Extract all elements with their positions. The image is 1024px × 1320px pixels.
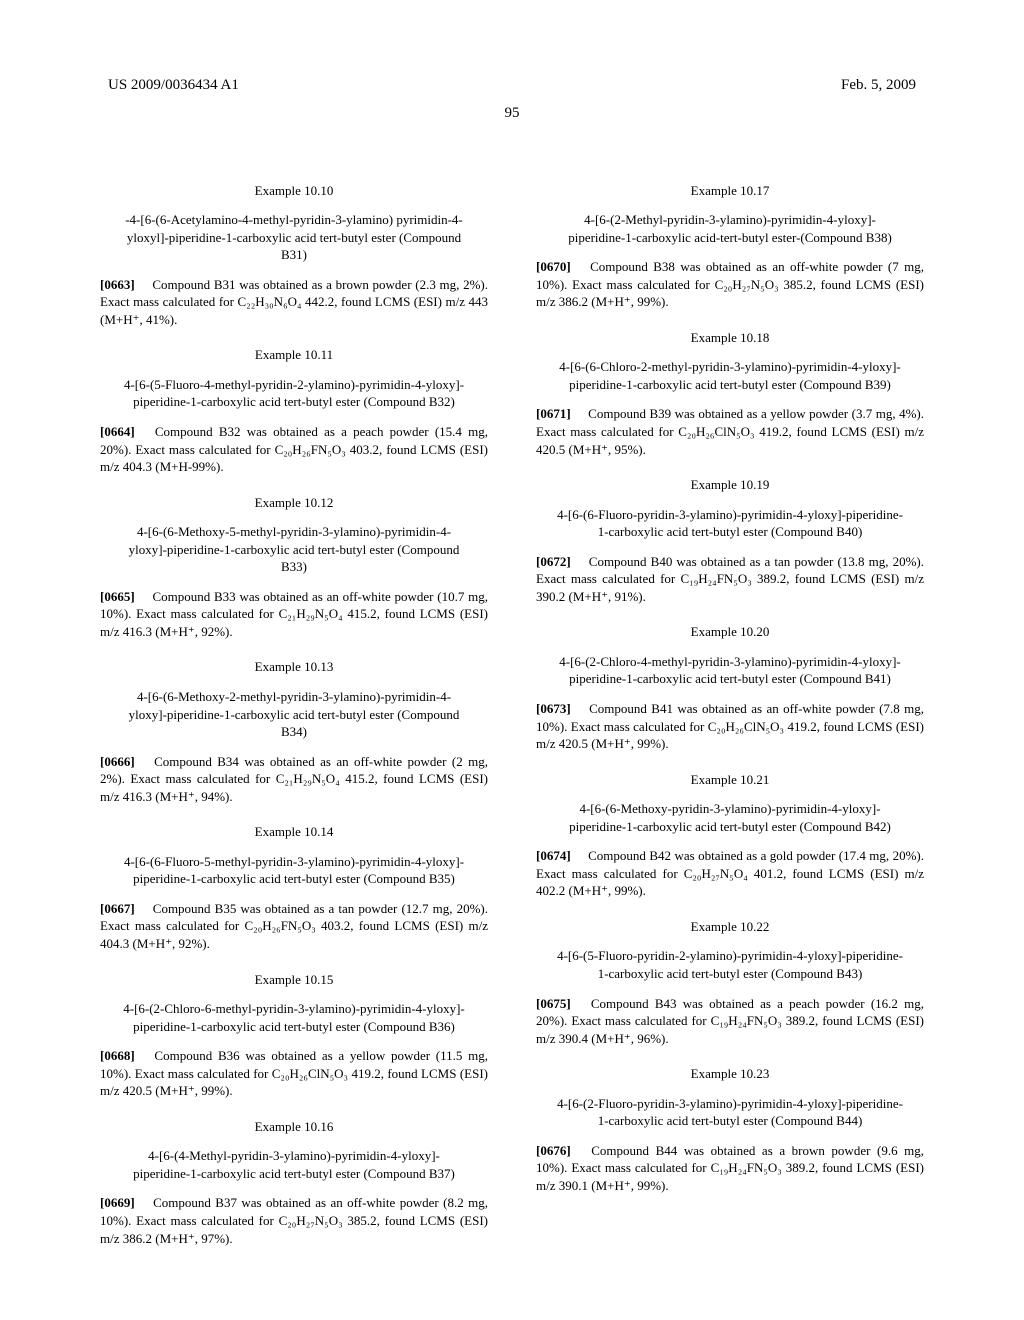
paragraph: [0676] Compound B44 was obtained as a br… <box>536 1142 924 1195</box>
compound-title: 4-[6-(6-Fluoro-5-methyl-pyridin-3-ylamin… <box>100 853 488 888</box>
compound-title: 4-[6-(6-Methoxy-pyridin-3-ylamino)-pyrim… <box>536 800 924 835</box>
paragraph-text: Compound B33 was obtained as an off-whit… <box>100 589 488 639</box>
example-heading: Example 10.19 <box>536 476 924 494</box>
example-heading: Example 10.20 <box>536 623 924 641</box>
compound-title: 4-[6-(5-Fluoro-pyridin-2-ylamino)-pyrimi… <box>536 947 924 982</box>
example-heading: Example 10.12 <box>100 494 488 512</box>
left-column: Example 10.10 -4-[6-(6-Acetylamino-4-meth… <box>100 164 488 1252</box>
paragraph: [0675] Compound B43 was obtained as a pe… <box>536 995 924 1048</box>
example-heading: Example 10.13 <box>100 658 488 676</box>
page-number: 95 <box>100 103 924 123</box>
paragraph: [0668] Compound B36 was obtained as a ye… <box>100 1047 488 1100</box>
compound-title: 4-[6-(6-Chloro-2-methyl-pyridin-3-ylamin… <box>536 358 924 393</box>
paragraph: [0666] Compound B34 was obtained as an o… <box>100 753 488 806</box>
paragraph-number: [0671] <box>536 406 571 421</box>
example-heading: Example 10.23 <box>536 1065 924 1083</box>
page-header: US 2009/0036434 A1 Feb. 5, 2009 <box>100 75 924 95</box>
compound-title: 4-[6-(2-Chloro-6-methyl-pyridin-3-ylamin… <box>100 1000 488 1035</box>
patent-page: US 2009/0036434 A1 Feb. 5, 2009 95 Examp… <box>0 0 1024 1291</box>
example-heading: Example 10.17 <box>536 182 924 200</box>
paragraph-text: Compound B40 was obtained as a tan powde… <box>536 554 924 604</box>
example-heading: Example 10.16 <box>100 1118 488 1136</box>
paragraph-number: [0676] <box>536 1143 571 1158</box>
paragraph-text: Compound B41 was obtained as an off-whit… <box>536 701 924 751</box>
paragraph: [0664] Compound B32 was obtained as a pe… <box>100 423 488 476</box>
right-column: Example 10.17 4-[6-(2-Methyl-pyridin-3-yl… <box>536 164 924 1252</box>
paragraph-text: Compound B34 was obtained as an off-whit… <box>100 754 488 804</box>
paragraph: [0663] Compound B31 was obtained as a br… <box>100 276 488 329</box>
paragraph: [0665] Compound B33 was obtained as an o… <box>100 588 488 641</box>
paragraph-number: [0673] <box>536 701 571 716</box>
paragraph-number: [0672] <box>536 554 571 569</box>
paragraph-number: [0667] <box>100 901 135 916</box>
example-heading: Example 10.22 <box>536 918 924 936</box>
paragraph-text: Compound B38 was obtained as an off-whit… <box>536 259 924 309</box>
paragraph-number: [0668] <box>100 1048 135 1063</box>
paragraph: [0669] Compound B37 was obtained as an o… <box>100 1194 488 1247</box>
paragraph-number: [0665] <box>100 589 135 604</box>
paragraph-number: [0670] <box>536 259 571 274</box>
paragraph-number: [0669] <box>100 1195 135 1210</box>
paragraph-text: Compound B42 was obtained as a gold powd… <box>536 848 924 898</box>
example-heading: Example 10.11 <box>100 346 488 364</box>
paragraph-number: [0675] <box>536 996 571 1011</box>
paragraph-text: Compound B44 was obtained as a brown pow… <box>536 1143 924 1193</box>
two-column-layout: Example 10.10 -4-[6-(6-Acetylamino-4-meth… <box>100 164 924 1252</box>
paragraph: [0672] Compound B40 was obtained as a ta… <box>536 553 924 606</box>
paragraph-text: Compound B36 was obtained as a yellow po… <box>100 1048 488 1098</box>
example-heading: Example 10.15 <box>100 971 488 989</box>
paragraph: [0674] Compound B42 was obtained as a go… <box>536 847 924 900</box>
paragraph-number: [0663] <box>100 277 135 292</box>
compound-title: 4-[6-(6-Methoxy-2-methyl-pyridin-3-ylami… <box>100 688 488 741</box>
paragraph: [0673] Compound B41 was obtained as an o… <box>536 700 924 753</box>
example-heading: Example 10.10 <box>100 182 488 200</box>
paragraph-number: [0666] <box>100 754 135 769</box>
paragraph-text: Compound B43 was obtained as a peach pow… <box>536 996 924 1046</box>
paragraph-number: [0674] <box>536 848 571 863</box>
paragraph-text: Compound B39 was obtained as a yellow po… <box>536 406 924 456</box>
paragraph: [0670] Compound B38 was obtained as an o… <box>536 258 924 311</box>
compound-title: 4-[6-(6-Methoxy-5-methyl-pyridin-3-ylami… <box>100 523 488 576</box>
publication-date: Feb. 5, 2009 <box>841 75 916 95</box>
paragraph-text: Compound B31 was obtained as a brown pow… <box>100 277 488 327</box>
paragraph-text: Compound B35 was obtained as a tan powde… <box>100 901 488 951</box>
paragraph: [0671] Compound B39 was obtained as a ye… <box>536 405 924 458</box>
compound-title: 4-[6-(6-Fluoro-pyridin-3-ylamino)-pyrimi… <box>536 506 924 541</box>
compound-title: 4-[6-(2-Chloro-4-methyl-pyridin-3-ylamin… <box>536 653 924 688</box>
example-heading: Example 10.14 <box>100 823 488 841</box>
compound-title: 4-[6-(2-Methyl-pyridin-3-ylamino)-pyrimi… <box>536 211 924 246</box>
paragraph-text: Compound B37 was obtained as an off-whit… <box>100 1195 488 1245</box>
compound-title: -4-[6-(6-Acetylamino-4-methyl-pyridin-3-… <box>100 211 488 264</box>
paragraph-text: Compound B32 was obtained as a peach pow… <box>100 424 488 474</box>
example-heading: Example 10.18 <box>536 329 924 347</box>
compound-title: 4-[6-(2-Fluoro-pyridin-3-ylamino)-pyrimi… <box>536 1095 924 1130</box>
compound-title: 4-[6-(5-Fluoro-4-methyl-pyridin-2-ylamin… <box>100 376 488 411</box>
example-heading: Example 10.21 <box>536 771 924 789</box>
paragraph: [0667] Compound B35 was obtained as a ta… <box>100 900 488 953</box>
paragraph-number: [0664] <box>100 424 135 439</box>
compound-title: 4-[6-(4-Methyl-pyridin-3-ylamino)-pyrimi… <box>100 1147 488 1182</box>
publication-number: US 2009/0036434 A1 <box>108 75 239 95</box>
